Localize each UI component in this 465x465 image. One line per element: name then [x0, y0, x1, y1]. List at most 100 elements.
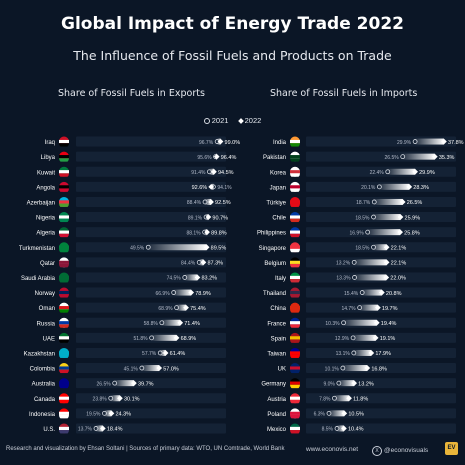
flag-stripe [59, 275, 69, 280]
change-bar [374, 198, 403, 205]
row-band [76, 378, 226, 389]
flag-stripe-bottom [59, 204, 69, 207]
flag-stripe [290, 411, 300, 415]
website-link[interactable]: www.econovis.net [306, 446, 359, 453]
flag-stripe [290, 426, 300, 431]
marker-2022 [383, 244, 390, 251]
value-label-2022: 61.4% [170, 351, 186, 357]
value-label-2021: 22.4% [370, 170, 385, 176]
flag-icon [290, 166, 300, 177]
export-row: Libya 95.6% 96.4% [41, 151, 236, 162]
flag-icon [290, 408, 300, 419]
country-label: Germany [261, 382, 286, 388]
change-bar [354, 259, 387, 266]
country-label: Libya [41, 155, 56, 161]
export-row: Canada 23.8% 30.1% [34, 393, 226, 404]
social-handle[interactable]: X @econovisuals [372, 446, 428, 456]
change-bar [96, 425, 103, 432]
flag-stripe-bottom [59, 294, 69, 297]
marker-2021 [336, 380, 342, 386]
marker-2022 [375, 304, 381, 311]
flag-stripe [59, 366, 69, 370]
flag-stripe-bottom [290, 324, 300, 327]
country-label: Philippines [257, 231, 286, 237]
flag-stripe-bottom [290, 219, 300, 222]
flag-stripe [59, 260, 69, 264]
row-band [76, 151, 226, 162]
flag-stripe-bottom [59, 415, 69, 418]
flag-icon [59, 317, 69, 328]
flag-stripe [59, 290, 69, 295]
value-label-2022: 13.2% [358, 381, 374, 387]
flag-icon [59, 166, 69, 177]
marker-2022 [432, 153, 438, 160]
value-label-2022: 19.1% [380, 336, 396, 342]
import-row: Pakistan 26.5% 35.3% [263, 151, 456, 162]
marker-2021 [332, 395, 337, 401]
import-row: Chile 18.5% 25.9% [272, 212, 456, 223]
flag-stripe [290, 381, 300, 385]
flag-stripe-bottom [290, 430, 300, 433]
country-label: Canada [34, 397, 56, 403]
value-label-2021: 49.5% [130, 245, 145, 251]
flag-stripe [59, 321, 69, 325]
row-band [76, 347, 226, 358]
change-bar [387, 168, 416, 175]
import-row: Singapore 18.5% 22.1% [259, 242, 456, 253]
value-label-2022: 68.9% [181, 336, 197, 342]
legend-item-2022: 2022 [237, 116, 261, 125]
value-label-2022: 10.4% [348, 427, 364, 433]
value-label-2022: 75.4% [190, 306, 206, 312]
change-bar [334, 395, 350, 402]
flag-icon [59, 393, 69, 404]
social-handle-text: @econovisuals [384, 447, 429, 454]
value-label-2022: 24.3% [115, 412, 131, 418]
flag-stripe [290, 155, 300, 159]
value-label-2021: 84.4% [181, 261, 196, 267]
legend: 2021 2022 [0, 116, 465, 125]
export-row: UAE 51.8% 68.9% [43, 332, 226, 343]
country-label: Norway [35, 291, 55, 297]
value-label-2021: 94.1% [217, 185, 232, 191]
country-label: Australia [32, 382, 56, 388]
value-label-2022: 19.4% [381, 321, 397, 327]
export-row: Colombia 45.1% 57.0% [30, 363, 226, 374]
value-label-2021: 45.1% [124, 366, 139, 372]
country-label: Thailand [263, 291, 286, 297]
marker-2022 [108, 410, 115, 417]
row-band [306, 317, 456, 328]
flag-icon [290, 393, 300, 404]
country-label: Algeria [36, 231, 55, 237]
flag-stripe-bottom [59, 279, 69, 282]
flag-icon [290, 363, 300, 374]
change-bar [367, 229, 401, 236]
marker-2021 [202, 199, 208, 205]
change-bar [161, 319, 181, 326]
marker-2021 [102, 410, 107, 416]
flag-icon [290, 272, 300, 283]
marker-2022 [162, 350, 169, 356]
value-label-2022: 39.7% [138, 381, 154, 387]
value-label-2021: 66.9% [155, 291, 170, 297]
flag-stripe [59, 306, 69, 310]
country-label: Russia [37, 321, 56, 327]
value-label-2021: 51.8% [133, 336, 148, 342]
page-title: Global Impact of Energy Trade 2022 [61, 14, 404, 34]
flag-stripe-bottom [290, 249, 300, 252]
value-label-2021: 10.1% [325, 366, 340, 372]
country-label: Colombia [30, 367, 56, 373]
flag-icon [290, 136, 300, 147]
flag-icon [59, 408, 69, 419]
change-bar [353, 349, 372, 356]
row-band [306, 347, 456, 358]
marker-2021 [157, 350, 163, 356]
import-row: Poland 6.3% 10.5% [267, 408, 456, 419]
value-label-2021: 88.4% [187, 200, 202, 206]
value-label-2022: 83.2% [201, 276, 217, 282]
export-row: Russia 58.8% 71.4% [37, 317, 226, 328]
marker-2022 [346, 395, 352, 402]
marker-2022 [379, 289, 385, 296]
change-bar [373, 214, 401, 221]
marker-2022 [194, 274, 201, 281]
